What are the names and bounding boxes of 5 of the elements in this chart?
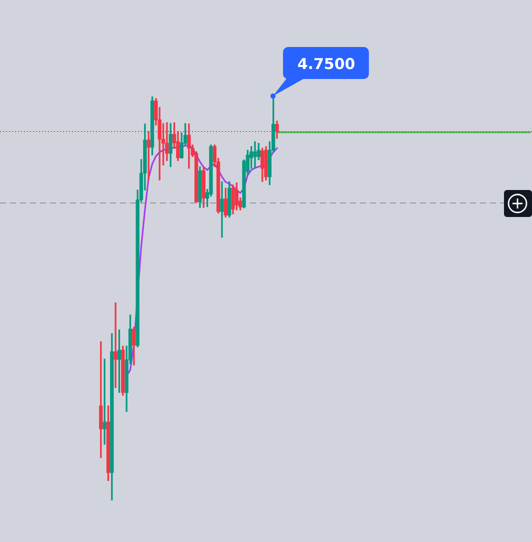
candlestick xyxy=(220,181,224,238)
candlestick xyxy=(102,358,106,445)
text: 4.7500 xyxy=(297,54,356,72)
candlestick xyxy=(114,302,118,388)
candlestick xyxy=(253,141,257,169)
